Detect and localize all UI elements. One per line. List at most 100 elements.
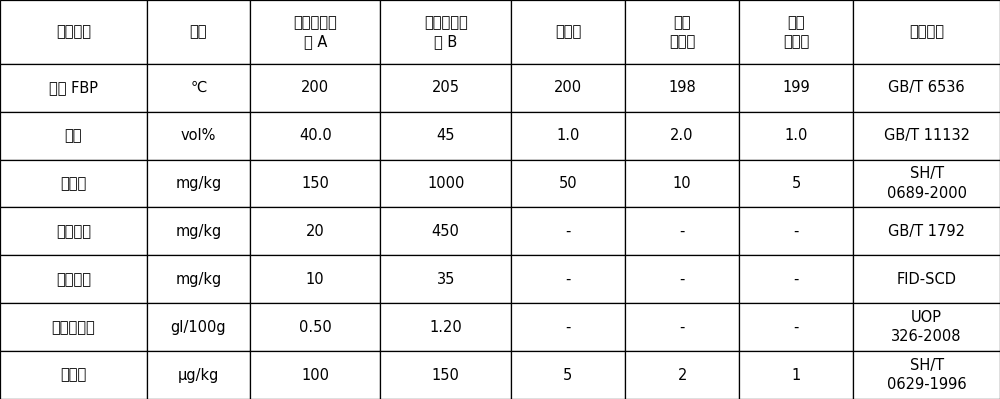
Text: -: - xyxy=(565,320,571,335)
Bar xyxy=(0,207,147,255)
Bar xyxy=(250,112,380,160)
Bar xyxy=(0,112,147,160)
Bar xyxy=(511,64,625,112)
Text: 40.0: 40.0 xyxy=(299,128,332,143)
Text: 馏程 FBP: 馏程 FBP xyxy=(49,80,98,95)
Bar xyxy=(739,351,853,399)
Text: 硫含量: 硫含量 xyxy=(60,176,86,191)
Bar xyxy=(853,255,1000,303)
Text: μg/kg: μg/kg xyxy=(178,367,219,383)
Bar xyxy=(380,351,511,399)
Bar xyxy=(147,207,250,255)
Text: 50: 50 xyxy=(559,176,577,191)
Text: 5: 5 xyxy=(563,367,573,383)
Bar xyxy=(0,64,147,112)
Bar xyxy=(625,160,739,207)
Bar xyxy=(739,0,853,64)
Text: mg/kg: mg/kg xyxy=(175,272,221,287)
Text: 35: 35 xyxy=(436,272,455,287)
Text: 分析方法: 分析方法 xyxy=(909,24,944,40)
Bar xyxy=(147,255,250,303)
Bar xyxy=(853,64,1000,112)
Bar xyxy=(625,0,739,64)
Text: 分析项目: 分析项目 xyxy=(56,24,91,40)
Bar xyxy=(250,207,380,255)
Bar xyxy=(853,160,1000,207)
Bar xyxy=(0,303,147,351)
Bar xyxy=(739,160,853,207)
Text: 单位: 单位 xyxy=(190,24,207,40)
Bar xyxy=(147,64,250,112)
Text: 200: 200 xyxy=(554,80,582,95)
Text: 催化裂化汽
油 A: 催化裂化汽 油 A xyxy=(293,15,337,49)
Bar xyxy=(250,160,380,207)
Bar xyxy=(511,351,625,399)
Bar xyxy=(380,207,511,255)
Text: 205: 205 xyxy=(432,80,460,95)
Text: GB/T 6536: GB/T 6536 xyxy=(888,80,965,95)
Text: -: - xyxy=(565,224,571,239)
Text: UOP
326-2008: UOP 326-2008 xyxy=(891,310,962,344)
Bar xyxy=(0,351,147,399)
Text: 1.0: 1.0 xyxy=(785,128,808,143)
Bar xyxy=(625,303,739,351)
Text: 10: 10 xyxy=(306,272,325,287)
Bar xyxy=(380,255,511,303)
Bar xyxy=(853,207,1000,255)
Bar xyxy=(511,112,625,160)
Bar xyxy=(739,112,853,160)
Bar xyxy=(250,351,380,399)
Bar xyxy=(853,112,1000,160)
Text: GB/T 11132: GB/T 11132 xyxy=(884,128,970,143)
Text: 催化裂化汽
油 B: 催化裂化汽 油 B xyxy=(424,15,468,49)
Text: 烯烃: 烯烃 xyxy=(65,128,82,143)
Text: -: - xyxy=(794,224,799,239)
Bar xyxy=(380,160,511,207)
Text: -: - xyxy=(565,272,571,287)
Text: 2.0: 2.0 xyxy=(670,128,694,143)
Bar xyxy=(625,351,739,399)
Bar xyxy=(147,351,250,399)
Text: 催化
重整油: 催化 重整油 xyxy=(669,15,695,49)
Text: -: - xyxy=(679,320,685,335)
Text: ℃: ℃ xyxy=(190,80,207,95)
Text: 5: 5 xyxy=(792,176,801,191)
Text: 10: 10 xyxy=(673,176,691,191)
Bar xyxy=(147,112,250,160)
Text: 加氢
精制油: 加氢 精制油 xyxy=(783,15,809,49)
Text: 200: 200 xyxy=(301,80,329,95)
Bar xyxy=(380,303,511,351)
Text: 硫醇含量: 硫醇含量 xyxy=(56,224,91,239)
Bar xyxy=(511,207,625,255)
Bar xyxy=(625,112,739,160)
Bar xyxy=(739,207,853,255)
Bar xyxy=(147,160,250,207)
Text: FID-SCD: FID-SCD xyxy=(897,272,957,287)
Bar xyxy=(250,255,380,303)
Bar xyxy=(511,160,625,207)
Bar xyxy=(250,303,380,351)
Text: 2: 2 xyxy=(677,367,687,383)
Text: mg/kg: mg/kg xyxy=(175,224,221,239)
Bar xyxy=(625,255,739,303)
Bar xyxy=(625,207,739,255)
Text: GB/T 1792: GB/T 1792 xyxy=(888,224,965,239)
Text: 45: 45 xyxy=(436,128,455,143)
Bar xyxy=(739,64,853,112)
Text: 二烯烃含量: 二烯烃含量 xyxy=(51,320,95,335)
Bar xyxy=(250,64,380,112)
Text: -: - xyxy=(794,272,799,287)
Text: mg/kg: mg/kg xyxy=(175,176,221,191)
Text: SH/T
0689-2000: SH/T 0689-2000 xyxy=(887,166,967,201)
Bar xyxy=(380,64,511,112)
Bar xyxy=(147,303,250,351)
Bar xyxy=(380,0,511,64)
Text: 砷含量: 砷含量 xyxy=(60,367,86,383)
Text: -: - xyxy=(679,272,685,287)
Text: 噻吩含量: 噻吩含量 xyxy=(56,272,91,287)
Bar xyxy=(625,64,739,112)
Bar xyxy=(853,351,1000,399)
Bar xyxy=(739,303,853,351)
Bar xyxy=(511,303,625,351)
Text: vol%: vol% xyxy=(181,128,216,143)
